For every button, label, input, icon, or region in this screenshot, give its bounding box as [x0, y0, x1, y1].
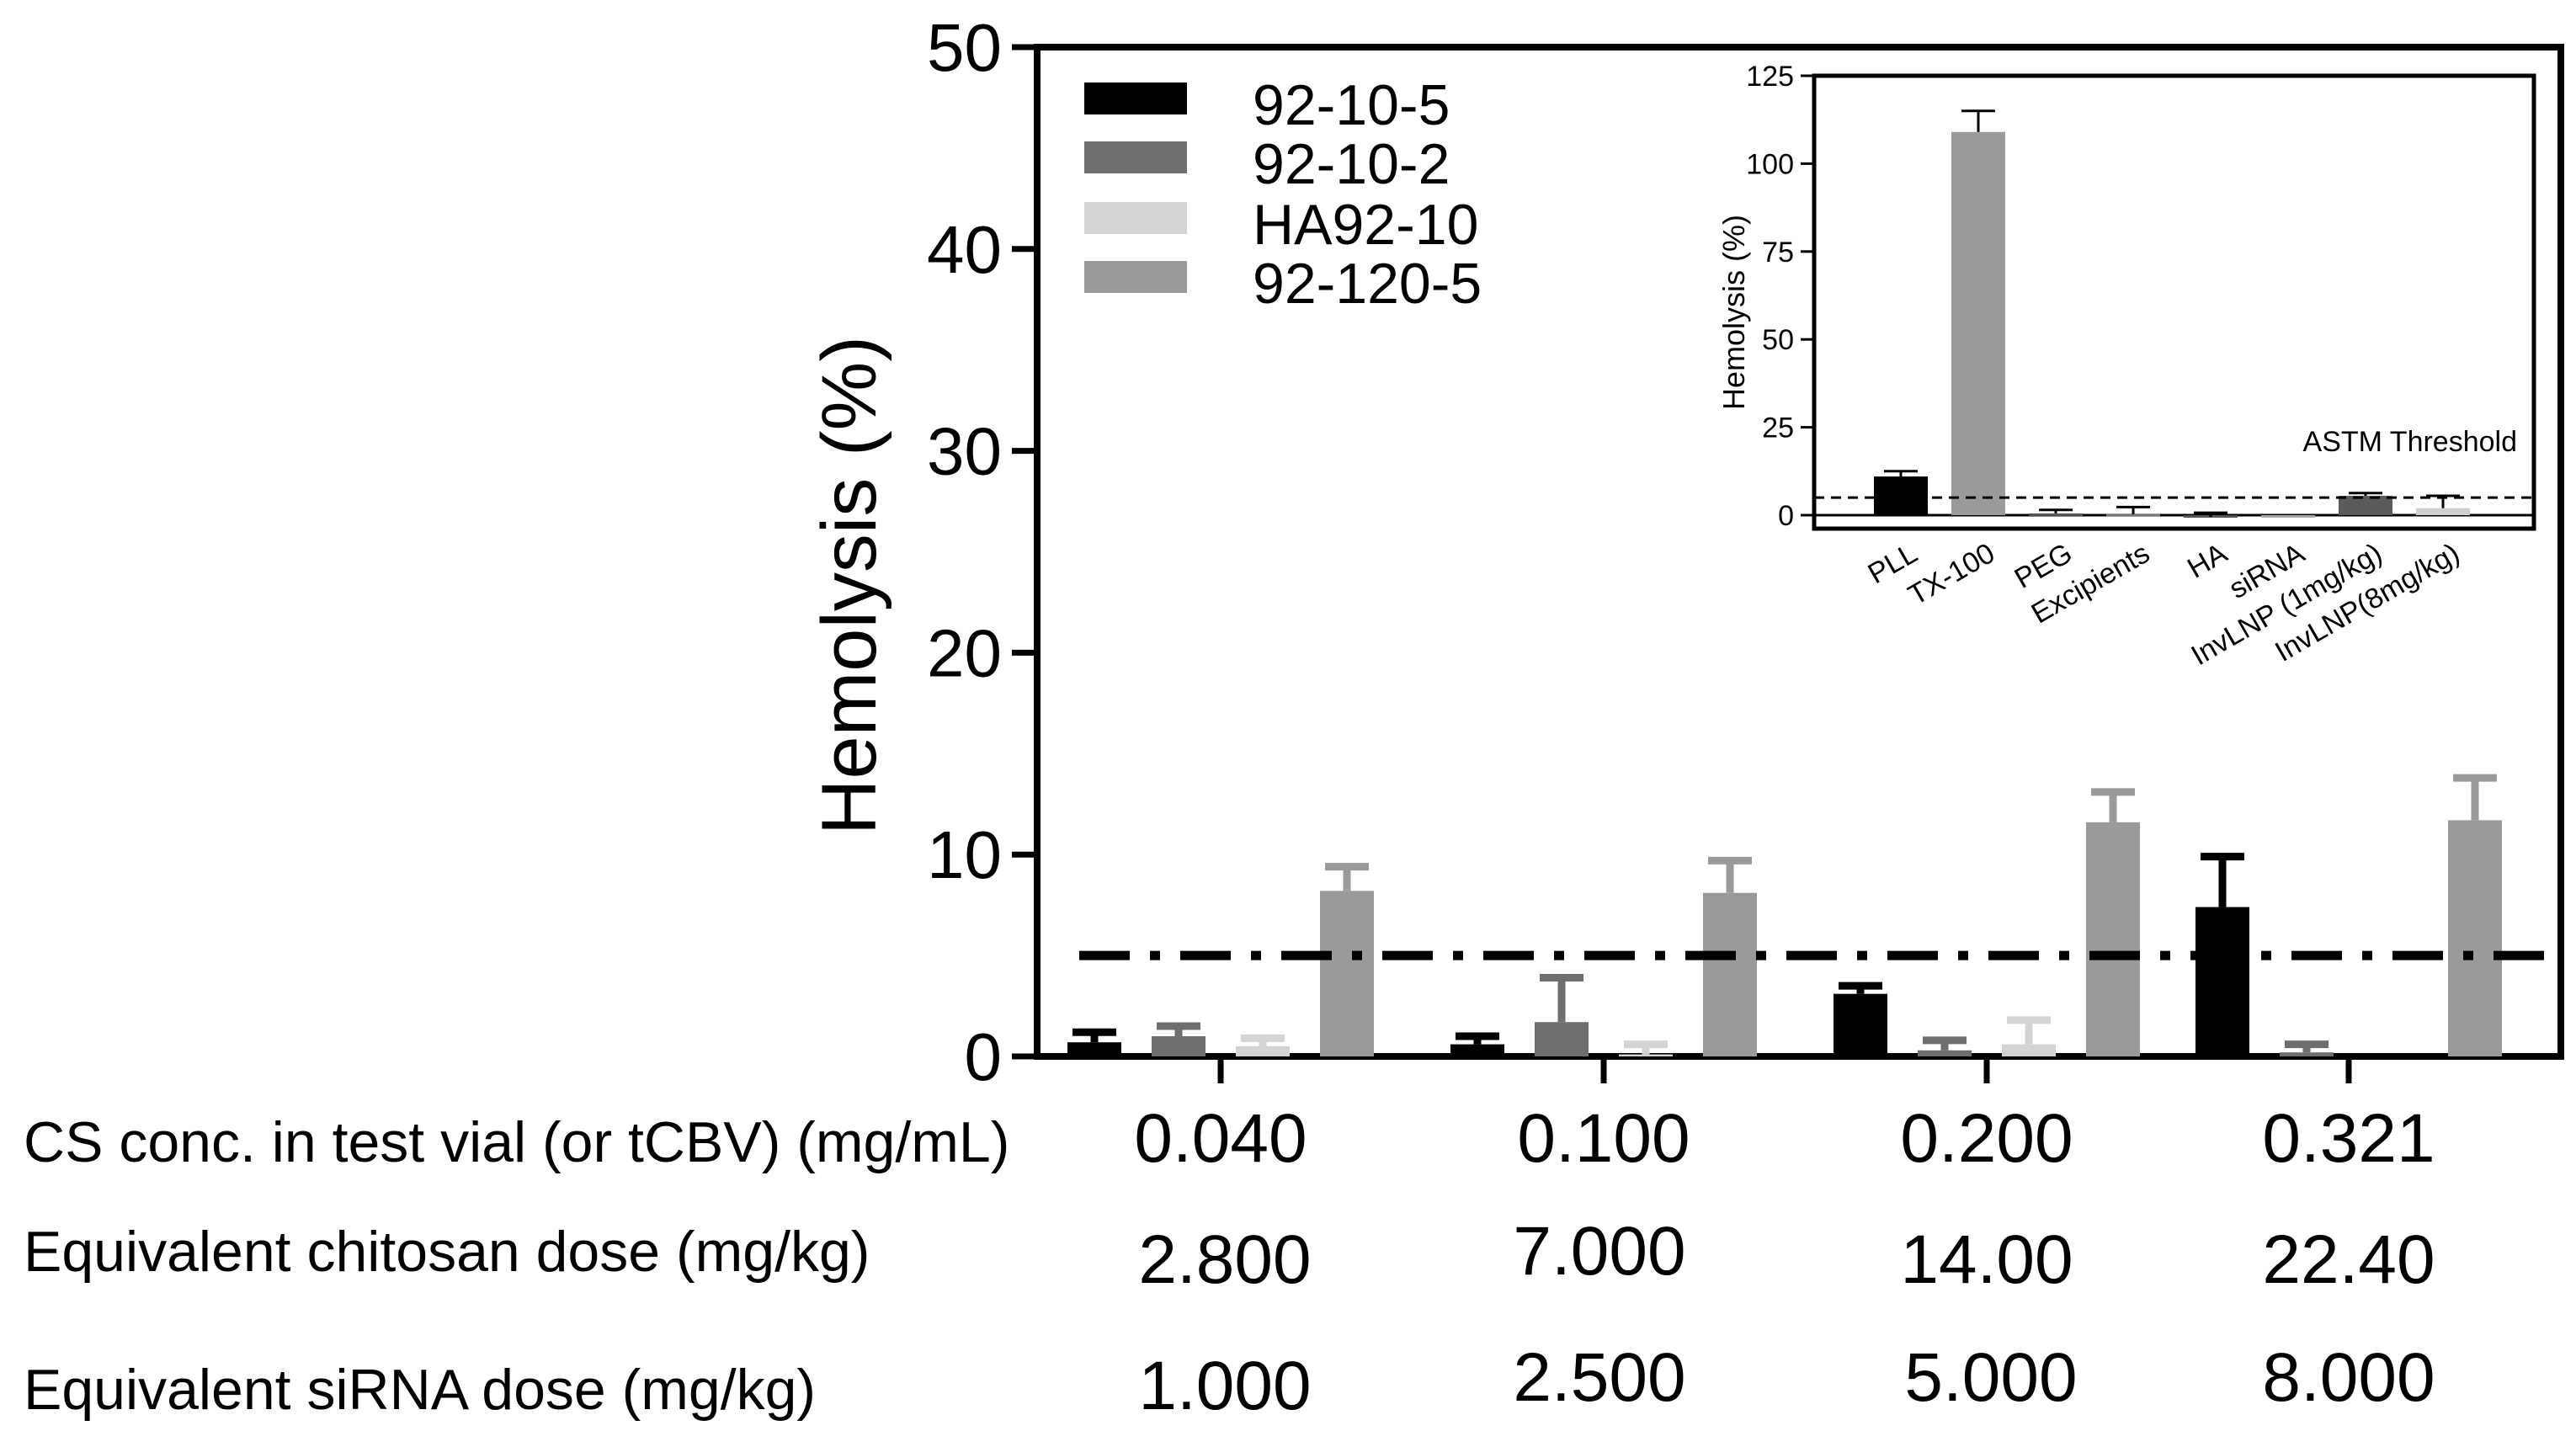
bar-92-120-5 [1703, 892, 1757, 1056]
inset-y-tick-label: 100 [1746, 148, 1794, 180]
y-tick-label: 30 [927, 414, 1002, 489]
bar-92-10-2 [1918, 1050, 1972, 1056]
legend-swatch [1084, 261, 1187, 293]
legend-swatch [1084, 82, 1187, 114]
cs-conc-value: 0.100 [1517, 1100, 1690, 1177]
main-plot: 0 10 20 30 40 50 Hemolysis (%) [806, 10, 2564, 1094]
bar-HA92-10 [1619, 1054, 1673, 1056]
chitosan-dose-value: 22.40 [2262, 1221, 2435, 1298]
inset-bar [2106, 513, 2160, 517]
legend-entry: 92-10-5 [1253, 73, 1450, 137]
inset-bar [1951, 131, 2005, 516]
bar-HA92-10 [2002, 1044, 2056, 1056]
legend-swatch [1084, 202, 1187, 234]
sirna-dose-value: 2.500 [1513, 1339, 1686, 1416]
inset-bar [2261, 515, 2315, 518]
inset-y-axis-label: Hemolysis (%) [1716, 215, 1751, 410]
bar-HA92-10 [1236, 1046, 1290, 1056]
row-label-chitosan-dose: Equivalent chitosan dose (mg/kg) [24, 1220, 870, 1284]
bar-92-120-5 [2448, 820, 2502, 1056]
y-tick-label: 40 [927, 212, 1002, 287]
bar-92-10-2 [1535, 1022, 1589, 1056]
chitosan-dose-value: 14.00 [1900, 1221, 2073, 1298]
row-label-sirna-dose: Equivalent siRNA dose (mg/kg) [24, 1358, 817, 1422]
inset-bar [2416, 508, 2470, 515]
y-tick-label: 10 [927, 817, 1002, 892]
plot-frame [1034, 44, 2564, 1060]
cs-conc-value: 0.040 [1134, 1100, 1307, 1177]
legend-entry: 92-10-2 [1253, 132, 1450, 196]
inset-bar [2029, 513, 2083, 516]
inset-threshold-label: ASTM Threshold [2303, 426, 2517, 458]
y-axis-label: Hemolysis (%) [806, 336, 892, 835]
legend-entry: HA92-10 [1253, 193, 1478, 257]
bar-92-10-5 [1067, 1042, 1121, 1056]
bar-92-10-5 [2195, 907, 2249, 1056]
inset-frame [1812, 73, 2536, 531]
bar-92-10-5 [1834, 993, 1887, 1056]
inset-bar [1874, 476, 1928, 515]
inset-x-tick-label: TX-100 [1903, 537, 2000, 612]
bar-92-10-5 [1450, 1044, 1504, 1056]
legend-swatch [1084, 141, 1187, 173]
inset-y-tick-label: 75 [1762, 237, 1794, 269]
inset-y-tick-label: 125 [1746, 61, 1794, 93]
sirna-dose-value: 5.000 [1904, 1339, 2078, 1416]
legend-entry: 92-120-5 [1253, 252, 1482, 316]
y-tick-label: 0 [965, 1019, 1003, 1094]
inset-y-tick-label: 25 [1762, 412, 1794, 444]
chitosan-dose-value: 7.000 [1513, 1213, 1686, 1290]
sirna-dose-value: 8.000 [2262, 1339, 2435, 1416]
cs-conc-value: 0.200 [1900, 1100, 2073, 1177]
bar-92-10-2 [2280, 1052, 2334, 1056]
bar-92-120-5 [1320, 891, 1374, 1056]
bar-92-10-2 [1152, 1036, 1206, 1056]
inset-y-tick-label: 0 [1778, 500, 1794, 532]
cs-conc-value: 0.321 [2262, 1100, 2435, 1177]
sirna-dose-value: 1.000 [1138, 1348, 1312, 1424]
inset-bar [2339, 496, 2392, 515]
bar-92-120-5 [2086, 822, 2140, 1056]
y-tick-label: 20 [927, 615, 1002, 690]
row-label-cs-conc: CS conc. in test vial (or tCBV) (mg/mL) [24, 1110, 1010, 1174]
y-tick-label: 50 [927, 10, 1002, 85]
inset-y-tick-label: 50 [1762, 324, 1794, 356]
chitosan-dose-value: 2.800 [1138, 1221, 1312, 1298]
